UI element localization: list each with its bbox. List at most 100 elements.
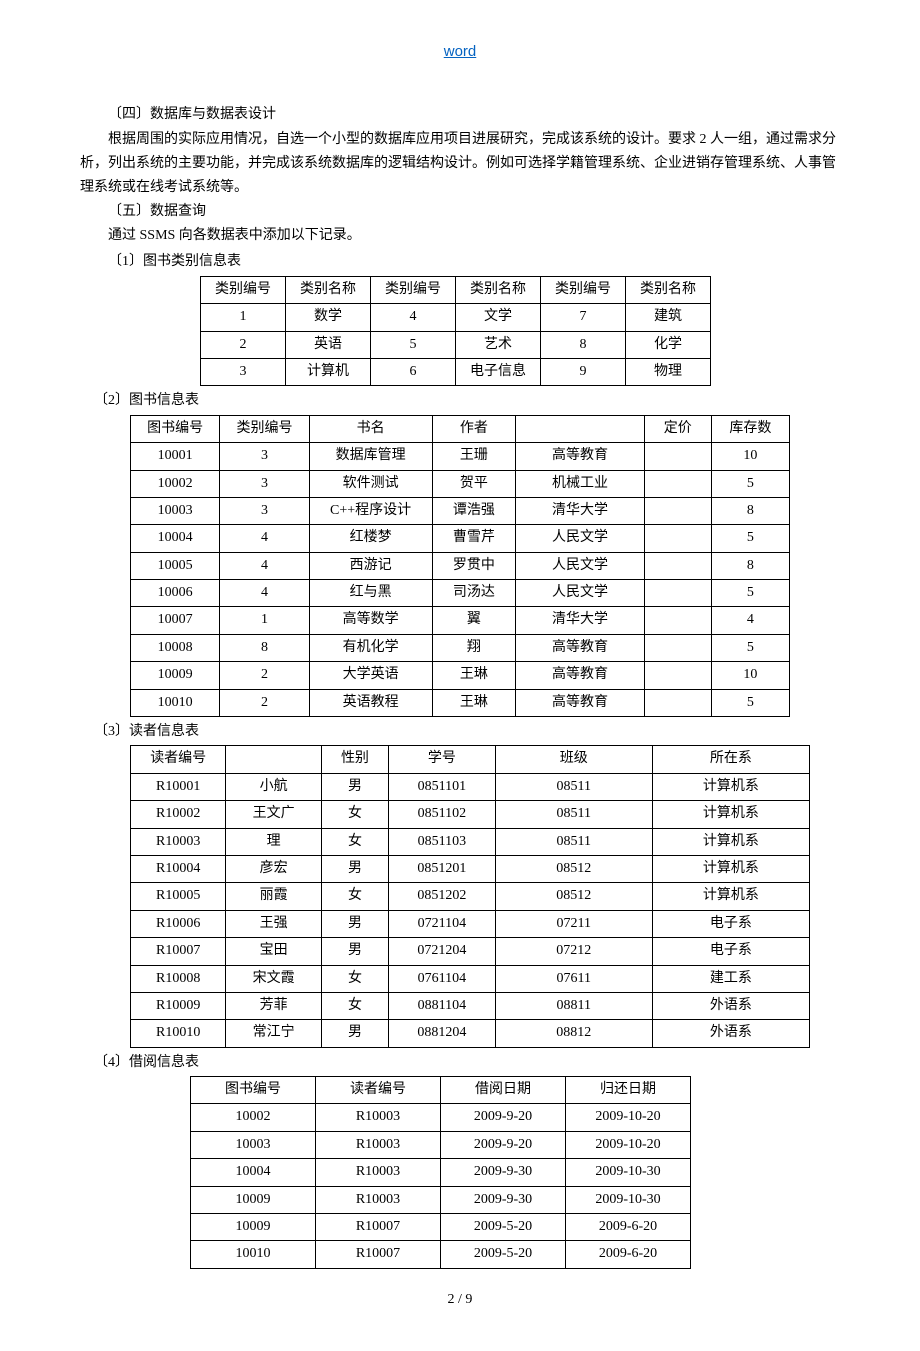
table-row: 100054西游记罗贯中人民文学8: [131, 552, 790, 579]
table-cell: 计算机系: [652, 855, 809, 882]
table-header: 库存数: [711, 415, 789, 442]
table-cell: 女: [321, 965, 388, 992]
table3-caption: 〔3〕读者信息表: [80, 721, 840, 743]
table-cell: [644, 470, 711, 497]
table-row: R10008宋文霞女076110407611建工系: [131, 965, 810, 992]
table-cell: 计算机: [286, 358, 371, 385]
table-header: 类别编号: [541, 276, 626, 303]
table-cell: R10005: [131, 883, 226, 910]
table-cell: 10001: [131, 443, 220, 470]
table-cell: R10008: [131, 965, 226, 992]
table-cell: 5: [711, 689, 789, 716]
table-row: 100044红楼梦曹雪芹人民文学5: [131, 525, 790, 552]
table-row: R10001小航男085110108511计算机系: [131, 773, 810, 800]
table-header: 性别: [321, 746, 388, 773]
table-cell: 4: [711, 607, 789, 634]
table-cell: 4: [220, 580, 309, 607]
table-cell: 2009-10-20: [566, 1131, 691, 1158]
table-cell: 建工系: [652, 965, 809, 992]
table-cell: 常江宁: [226, 1020, 321, 1047]
table-cell: 0851101: [389, 773, 496, 800]
table-cell: 文学: [456, 304, 541, 331]
table-cell: 10010: [191, 1241, 316, 1268]
table-cell: [644, 552, 711, 579]
table-cell: 2009-10-30: [566, 1186, 691, 1213]
table-cell: 2009-10-20: [566, 1104, 691, 1131]
table-row: 100102英语教程王琳高等教育5: [131, 689, 790, 716]
table-cell: 计算机系: [652, 828, 809, 855]
table-cell: 10002: [131, 470, 220, 497]
table-cell: 女: [321, 883, 388, 910]
table-cell: 10009: [131, 662, 220, 689]
table-header: 归还日期: [566, 1077, 691, 1104]
table-cell: 高等教育: [516, 689, 644, 716]
table-cell: 清华大学: [516, 607, 644, 634]
borrow-table: 图书编号读者编号借阅日期归还日期10002R100032009-9-202009…: [190, 1076, 691, 1269]
table-cell: 外语系: [652, 1020, 809, 1047]
table-header: 类别名称: [456, 276, 541, 303]
table-cell: 谭浩强: [432, 497, 516, 524]
table-cell: R10002: [131, 801, 226, 828]
table-row: R10009芳菲女088110408811外语系: [131, 992, 810, 1019]
table-cell: 贺平: [432, 470, 516, 497]
table-header: 定价: [644, 415, 711, 442]
table-cell: 3: [201, 358, 286, 385]
table-cell: 2: [201, 331, 286, 358]
table-cell: 8: [711, 497, 789, 524]
table-cell: 5: [711, 634, 789, 661]
table-cell: 8: [220, 634, 309, 661]
table-cell: 物理: [626, 358, 711, 385]
table-row: R10004彦宏男085120108512计算机系: [131, 855, 810, 882]
table-cell: 西游记: [309, 552, 432, 579]
table-row: 10004R100032009-9-302009-10-30: [191, 1159, 691, 1186]
table-cell: 软件测试: [309, 470, 432, 497]
table-cell: 高等数学: [309, 607, 432, 634]
header-link[interactable]: word: [80, 40, 840, 64]
table-cell: [644, 525, 711, 552]
table-cell: 计算机系: [652, 883, 809, 910]
table-header: [516, 415, 644, 442]
table-cell: 0721104: [389, 910, 496, 937]
table-cell: 5: [711, 525, 789, 552]
table-cell: 小航: [226, 773, 321, 800]
table-cell: R10003: [316, 1159, 441, 1186]
table-cell: [644, 634, 711, 661]
table-cell: R10010: [131, 1020, 226, 1047]
table-cell: 2009-5-20: [441, 1214, 566, 1241]
table-cell: 翼: [432, 607, 516, 634]
section-5-title: 〔五〕数据查询: [80, 200, 840, 224]
table-row: 2英语5艺术8化学: [201, 331, 711, 358]
table-cell: 4: [220, 552, 309, 579]
section-5-body: 通过 SSMS 向各数据表中添加以下记录。: [80, 224, 840, 248]
table-header: 书名: [309, 415, 432, 442]
table-cell: 10: [711, 443, 789, 470]
table-cell: 大学英语: [309, 662, 432, 689]
table-cell: 丽霞: [226, 883, 321, 910]
table-cell: R10003: [316, 1131, 441, 1158]
table-cell: 王文广: [226, 801, 321, 828]
table-cell: 10: [711, 662, 789, 689]
table-cell: 5: [711, 470, 789, 497]
table-cell: 2009-9-30: [441, 1186, 566, 1213]
reader-table: 读者编号性别学号班级所在系R10001小航男085110108511计算机系R1…: [130, 745, 810, 1047]
table-cell: 2009-6-20: [566, 1214, 691, 1241]
table-cell: 男: [321, 773, 388, 800]
table-cell: 8: [711, 552, 789, 579]
table-row: 100071高等数学翼清华大学 4: [131, 607, 790, 634]
table-header: 类别名称: [286, 276, 371, 303]
table-cell: 10007: [131, 607, 220, 634]
table-cell: 人民文学: [516, 552, 644, 579]
table-cell: 王珊: [432, 443, 516, 470]
table-header: 班级: [495, 746, 652, 773]
table-header: 读者编号: [316, 1077, 441, 1104]
table-row: 100013数据库管理王珊高等教育10: [131, 443, 790, 470]
table-cell: 1: [220, 607, 309, 634]
table-header: 类别编号: [371, 276, 456, 303]
table-row: 100023软件测试贺平机械工业5: [131, 470, 790, 497]
table-cell: R10007: [316, 1214, 441, 1241]
table-cell: 08811: [495, 992, 652, 1019]
table-cell: [644, 662, 711, 689]
table-row: 100064红与黑司汤达人民文学5: [131, 580, 790, 607]
table2-caption: 〔2〕图书信息表: [80, 390, 840, 412]
table-cell: 6: [371, 358, 456, 385]
